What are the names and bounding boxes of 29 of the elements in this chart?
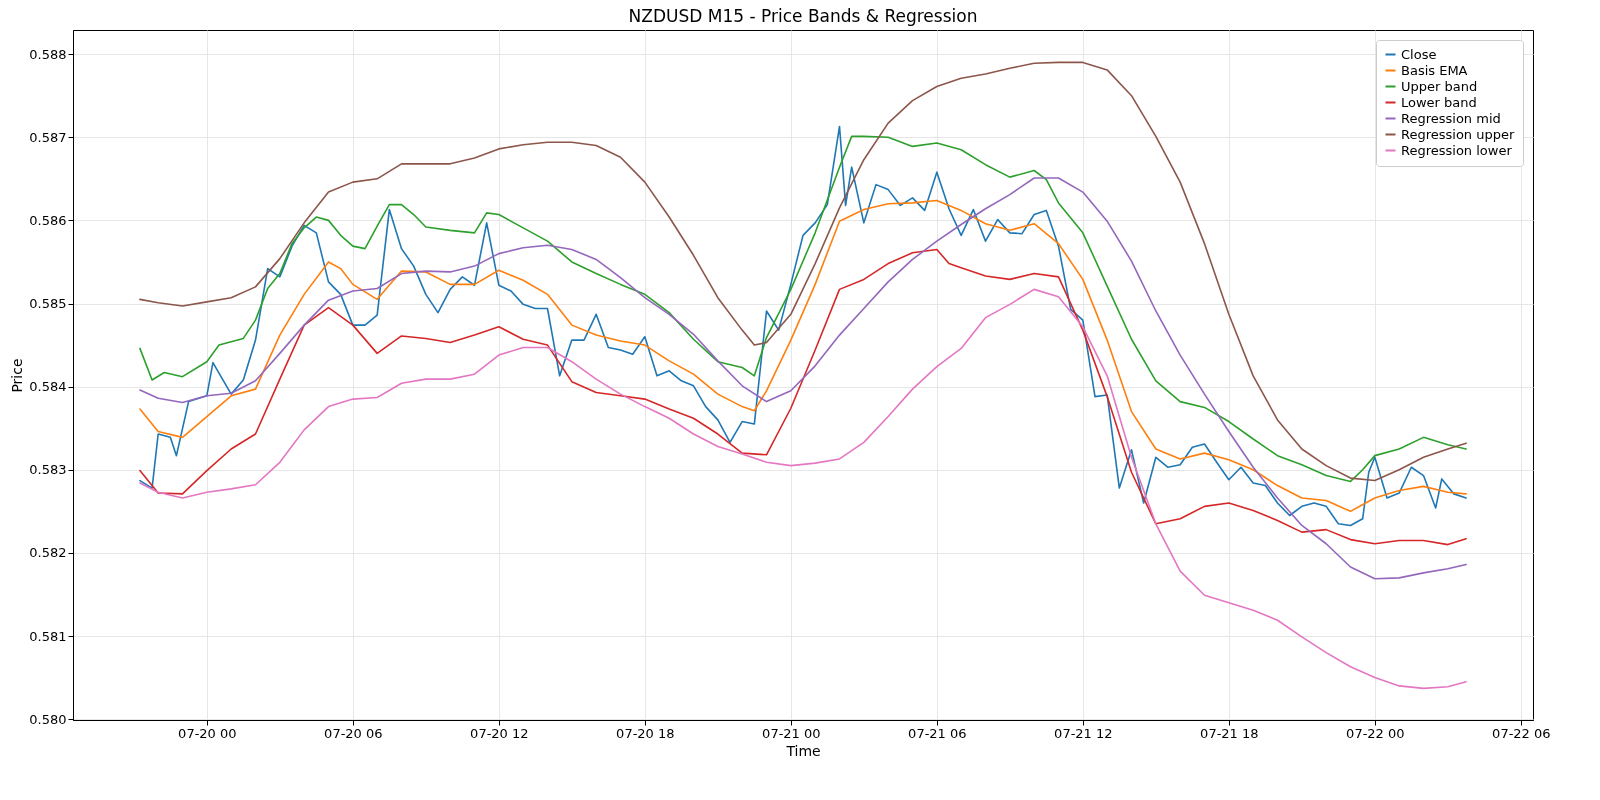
x-tick-label: 07-22 06	[1492, 725, 1551, 741]
y-tick-label: 0.584	[29, 379, 67, 395]
y-tick-label: 0.585	[29, 296, 67, 312]
x-tick-label: 07-21 12	[1054, 725, 1113, 741]
y-tick-label: 0.580	[29, 711, 67, 727]
x-tick-label: 07-20 00	[178, 725, 237, 741]
y-tick-label: 0.581	[29, 628, 67, 644]
x-tick-label: 07-21 18	[1200, 725, 1259, 741]
y-axis-title: Price	[9, 358, 26, 393]
y-tick-label: 0.586	[29, 212, 67, 228]
x-tick-label: 07-22 00	[1346, 725, 1405, 741]
x-tick-label: 07-21 00	[762, 725, 821, 741]
legend-label: Regression upper	[1401, 126, 1515, 142]
y-tick-label: 0.582	[29, 545, 67, 561]
y-tick-label: 0.588	[29, 46, 67, 62]
legend-label: Regression mid	[1401, 110, 1501, 126]
legend-label: Lower band	[1401, 94, 1477, 110]
chart-title: NZDUSD M15 - Price Bands & Regression	[628, 6, 978, 26]
legend-label: Basis EMA	[1401, 62, 1468, 78]
legend-label: Regression lower	[1401, 142, 1513, 158]
legend-label: Upper band	[1401, 78, 1478, 94]
y-tick-label: 0.587	[29, 129, 67, 145]
x-tick-label: 07-20 12	[470, 725, 529, 741]
legend-label: Close	[1401, 46, 1437, 62]
y-tick-label: 0.583	[29, 462, 67, 478]
x-tick-label: 07-21 06	[908, 725, 967, 741]
x-tick-label: 07-20 18	[616, 725, 675, 741]
x-tick-label: 07-20 06	[324, 725, 383, 741]
x-axis-title: Time	[785, 742, 821, 759]
